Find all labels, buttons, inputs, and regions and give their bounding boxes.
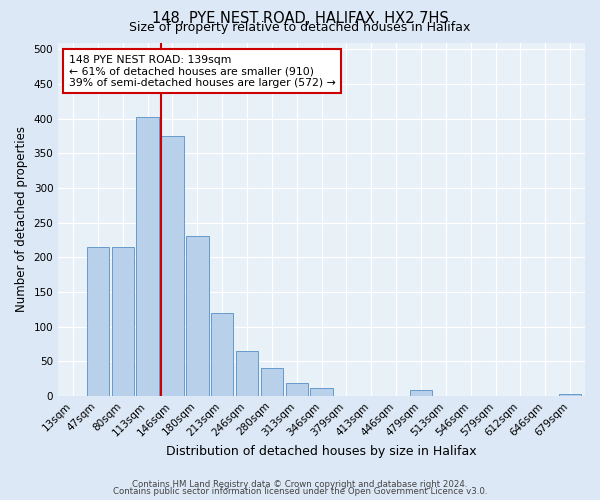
Bar [211,312,233,396]
X-axis label: Distribution of detached houses by size in Halifax: Distribution of detached houses by size … [166,444,477,458]
Bar [87,247,109,396]
Y-axis label: Number of detached properties: Number of detached properties [15,126,28,312]
Bar [410,390,432,396]
Bar [310,388,333,396]
Bar [112,247,134,396]
Text: Size of property relative to detached houses in Halifax: Size of property relative to detached ho… [130,21,470,34]
Bar [136,116,159,396]
Text: Contains HM Land Registry data © Crown copyright and database right 2024.: Contains HM Land Registry data © Crown c… [132,480,468,489]
Bar [186,236,209,396]
Bar [260,368,283,396]
Bar [286,384,308,396]
Bar [236,351,258,396]
Bar [161,136,184,396]
Text: 148, PYE NEST ROAD, HALIFAX, HX2 7HS: 148, PYE NEST ROAD, HALIFAX, HX2 7HS [152,11,448,26]
Text: 148 PYE NEST ROAD: 139sqm
← 61% of detached houses are smaller (910)
39% of semi: 148 PYE NEST ROAD: 139sqm ← 61% of detac… [69,55,335,88]
Bar [559,394,581,396]
Text: Contains public sector information licensed under the Open Government Licence v3: Contains public sector information licen… [113,487,487,496]
